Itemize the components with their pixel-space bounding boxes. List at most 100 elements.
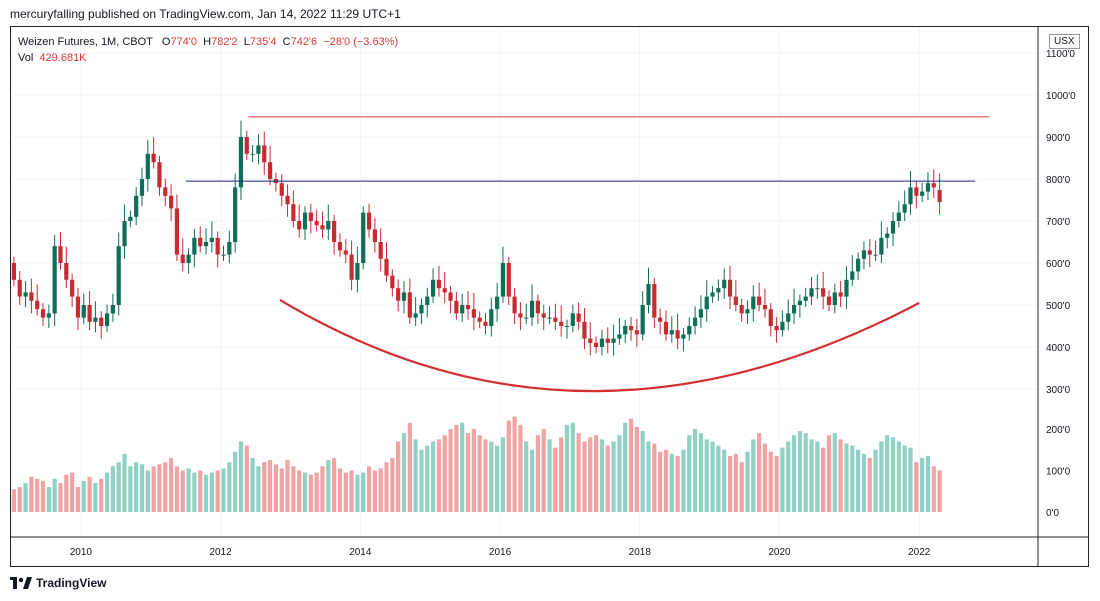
volume-bar (803, 433, 808, 512)
candle-body (692, 317, 698, 326)
time-axis-label: 2010 (70, 547, 93, 558)
candle-body (768, 309, 773, 326)
volume-bar (273, 464, 278, 512)
volume-bar (669, 453, 674, 512)
candle-body (203, 242, 209, 247)
candle-body (599, 338, 605, 347)
candle-body (81, 305, 86, 318)
volume-bar (17, 487, 22, 512)
candle-body (815, 288, 820, 290)
candle-body (64, 263, 69, 280)
candle-body (477, 317, 482, 322)
volume-bar (757, 433, 762, 512)
candle-body (850, 271, 855, 280)
volume-bar (320, 466, 325, 512)
volume-bar (524, 441, 529, 512)
candle-body (35, 300, 40, 310)
volume-bar (104, 472, 110, 512)
volume-bar (809, 439, 814, 512)
volume-bar (541, 429, 546, 512)
candle-body (157, 162, 162, 188)
candle-body (896, 212, 901, 221)
volume-bar (628, 418, 634, 512)
volume-value: 429.681K (39, 52, 87, 64)
tradingview-footer[interactable]: TradingView (10, 576, 106, 590)
candle-body (40, 309, 46, 318)
volume-bar (70, 472, 75, 512)
volume-bar (308, 474, 313, 512)
candle-body (238, 137, 244, 188)
volume-bar (768, 451, 773, 512)
candle-body (396, 288, 401, 301)
volume-bar (477, 435, 482, 512)
candle-body (326, 221, 331, 230)
candle-body (873, 254, 878, 256)
candle-body (663, 321, 669, 335)
candle-body (908, 187, 913, 205)
volume-bar (87, 476, 92, 512)
high-value: 782'2 (211, 36, 238, 48)
candle-body (733, 296, 738, 305)
symbol-title[interactable]: Weizen Futures, 1M, CBOT (18, 36, 153, 48)
candle-body (349, 254, 354, 280)
volume-bar (681, 449, 686, 512)
time-axis-label: 2012 (209, 547, 232, 558)
candle-body (832, 292, 837, 305)
volume-bar (442, 435, 447, 512)
volume-bar (99, 478, 104, 512)
candle-body (687, 326, 692, 335)
candle-body (751, 296, 756, 310)
volume-bar (227, 462, 232, 512)
volume-bar (465, 433, 471, 512)
volume-bar (908, 447, 913, 512)
volume-bar (646, 441, 651, 512)
volume-bar (221, 468, 226, 512)
candle-body (128, 216, 133, 221)
candle-body (378, 242, 383, 259)
volume-bar (302, 472, 308, 512)
volume-bar (634, 426, 639, 512)
volume-bar (675, 455, 680, 512)
volume-bar (856, 449, 861, 512)
close-key: C (282, 36, 291, 48)
price-axis-label: 900'0 (1046, 133, 1071, 144)
high-key: H (203, 36, 212, 48)
volume-bar (692, 429, 698, 512)
cup-pattern-curve (279, 299, 920, 393)
volume-bar (279, 468, 284, 512)
volume-bar (436, 439, 442, 512)
candle-body (856, 258, 861, 272)
currency-badge[interactable]: USX (1049, 34, 1080, 49)
candle-body (803, 296, 808, 301)
candle-body (890, 221, 896, 234)
volume-bar (349, 470, 354, 512)
candle-body (221, 254, 226, 256)
volume-bar (35, 478, 40, 512)
candle-body (454, 300, 459, 314)
volume-bar (401, 433, 407, 512)
volume-bar (704, 439, 709, 512)
volume-bar (850, 445, 855, 512)
candle-body (233, 187, 238, 242)
volume-bar (244, 445, 249, 512)
volume-bar (262, 462, 267, 512)
candle-body (634, 330, 639, 335)
candle-body (559, 321, 564, 326)
candle-body (564, 326, 570, 327)
volume-bar (599, 439, 605, 512)
volume-bar (925, 455, 931, 512)
volume-bar (314, 472, 319, 512)
open-key: O (161, 36, 171, 48)
candle-body (791, 305, 797, 314)
candle-body (914, 187, 919, 196)
candle-body (419, 305, 424, 314)
candle-body (390, 275, 395, 289)
candle-body (495, 296, 500, 310)
volume-bar (198, 470, 203, 512)
volume-bar (518, 424, 523, 512)
candle-body (308, 212, 313, 221)
close-value: 742'6 (290, 36, 318, 48)
volume-bar (192, 472, 197, 512)
candle-body (134, 195, 139, 217)
